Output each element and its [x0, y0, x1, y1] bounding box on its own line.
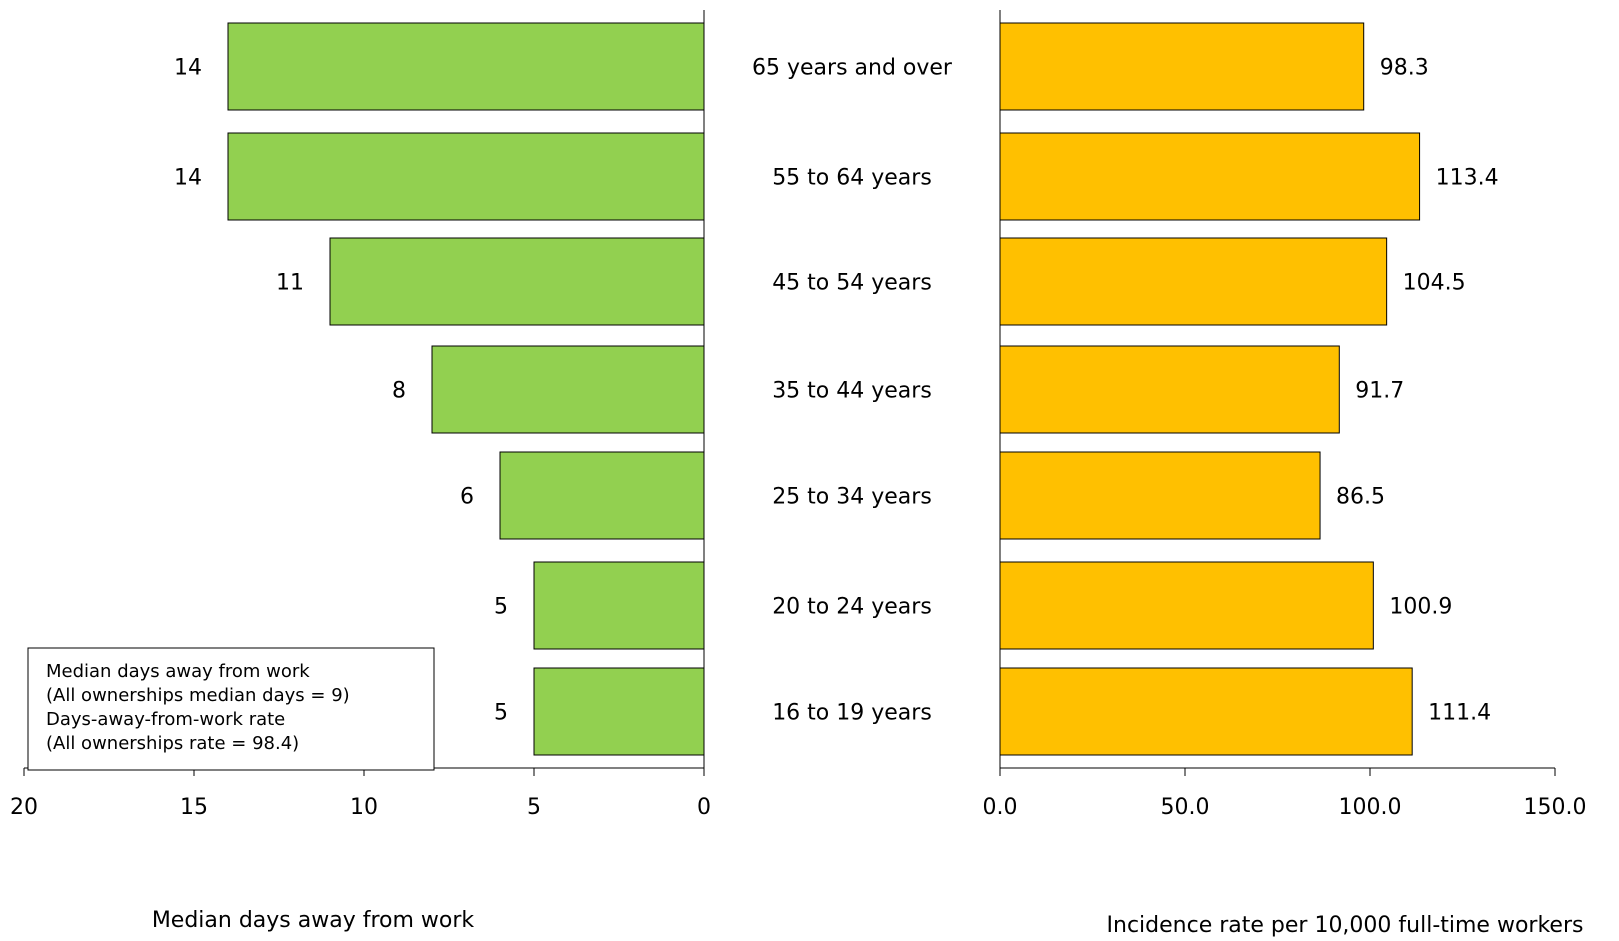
right-panel-incidence-rate: 98.3 113.4 104.5 91.7 86.5 100.9 111.4 0.0 50.0 1… [983, 10, 1587, 820]
left-panel-median-days: 14 14 11 8 6 5 5 20 15 10 5 0 [10, 10, 711, 820]
left-tick-label: 0 [697, 795, 711, 820]
left-bar [227, 132, 705, 221]
category-label: 25 to 34 years [772, 485, 932, 510]
legend-line-3: Days-away-from-work rate [46, 709, 285, 730]
right-bar-label: 111.4 [1428, 701, 1491, 726]
right-bar [999, 345, 1340, 434]
left-bar [227, 22, 705, 111]
left-bar-label: 14 [174, 56, 202, 81]
category-label: 20 to 24 years [772, 595, 932, 620]
category-label: 16 to 19 years [772, 701, 932, 726]
category-labels: 65 years and over 55 to 64 years 45 to 54 … [752, 56, 953, 726]
right-bar [999, 237, 1388, 326]
right-bar-label: 100.9 [1389, 595, 1452, 620]
left-bar [533, 667, 705, 756]
right-bar [999, 22, 1365, 111]
right-bar [999, 667, 1413, 756]
left-bar-label: 5 [494, 595, 508, 620]
right-tick-label: 0.0 [983, 795, 1018, 820]
right-tick-label: 50.0 [1161, 795, 1210, 820]
left-tick-label: 10 [350, 795, 378, 820]
right-tick-label: 150.0 [1524, 795, 1587, 820]
category-label: 45 to 54 years [772, 271, 932, 296]
right-tick-label: 100.0 [1339, 795, 1402, 820]
legend-line-2: (All ownerships median days = 9) [46, 685, 350, 706]
left-bar [499, 451, 705, 540]
left-bar [329, 237, 705, 326]
legend: Median days away from work (All ownershi… [27, 647, 435, 771]
left-bar-label: 6 [460, 485, 474, 510]
left-bar-label: 11 [276, 271, 304, 296]
right-bar [999, 451, 1321, 540]
right-bar-label: 91.7 [1355, 379, 1404, 404]
left-bar [431, 345, 705, 434]
right-bar-label: 86.5 [1336, 485, 1385, 510]
category-label: 55 to 64 years [772, 166, 932, 191]
left-tick-label: 15 [180, 795, 208, 820]
left-bar-label: 5 [494, 701, 508, 726]
category-label: 35 to 44 years [772, 379, 932, 404]
right-bar [999, 132, 1421, 221]
legend-line-1: Median days away from work [46, 661, 310, 682]
legend-box [27, 647, 435, 771]
left-bar-label: 14 [174, 166, 202, 191]
right-bar-label: 98.3 [1380, 56, 1429, 81]
right-bar-label: 104.5 [1403, 271, 1466, 296]
right-bar-label: 113.4 [1436, 166, 1499, 191]
right-bar [999, 561, 1374, 650]
right-axis-title: Incidence rate per 10,000 full-time work… [1107, 913, 1584, 938]
left-tick-label: 5 [527, 795, 541, 820]
left-tick-label: 20 [10, 795, 38, 820]
left-axis-title: Median days away from work [152, 908, 475, 933]
left-bar [533, 561, 705, 650]
left-bar-label: 8 [392, 379, 406, 404]
legend-line-4: (All ownerships rate = 98.4) [46, 733, 299, 754]
category-label: 65 years and over [752, 56, 953, 81]
